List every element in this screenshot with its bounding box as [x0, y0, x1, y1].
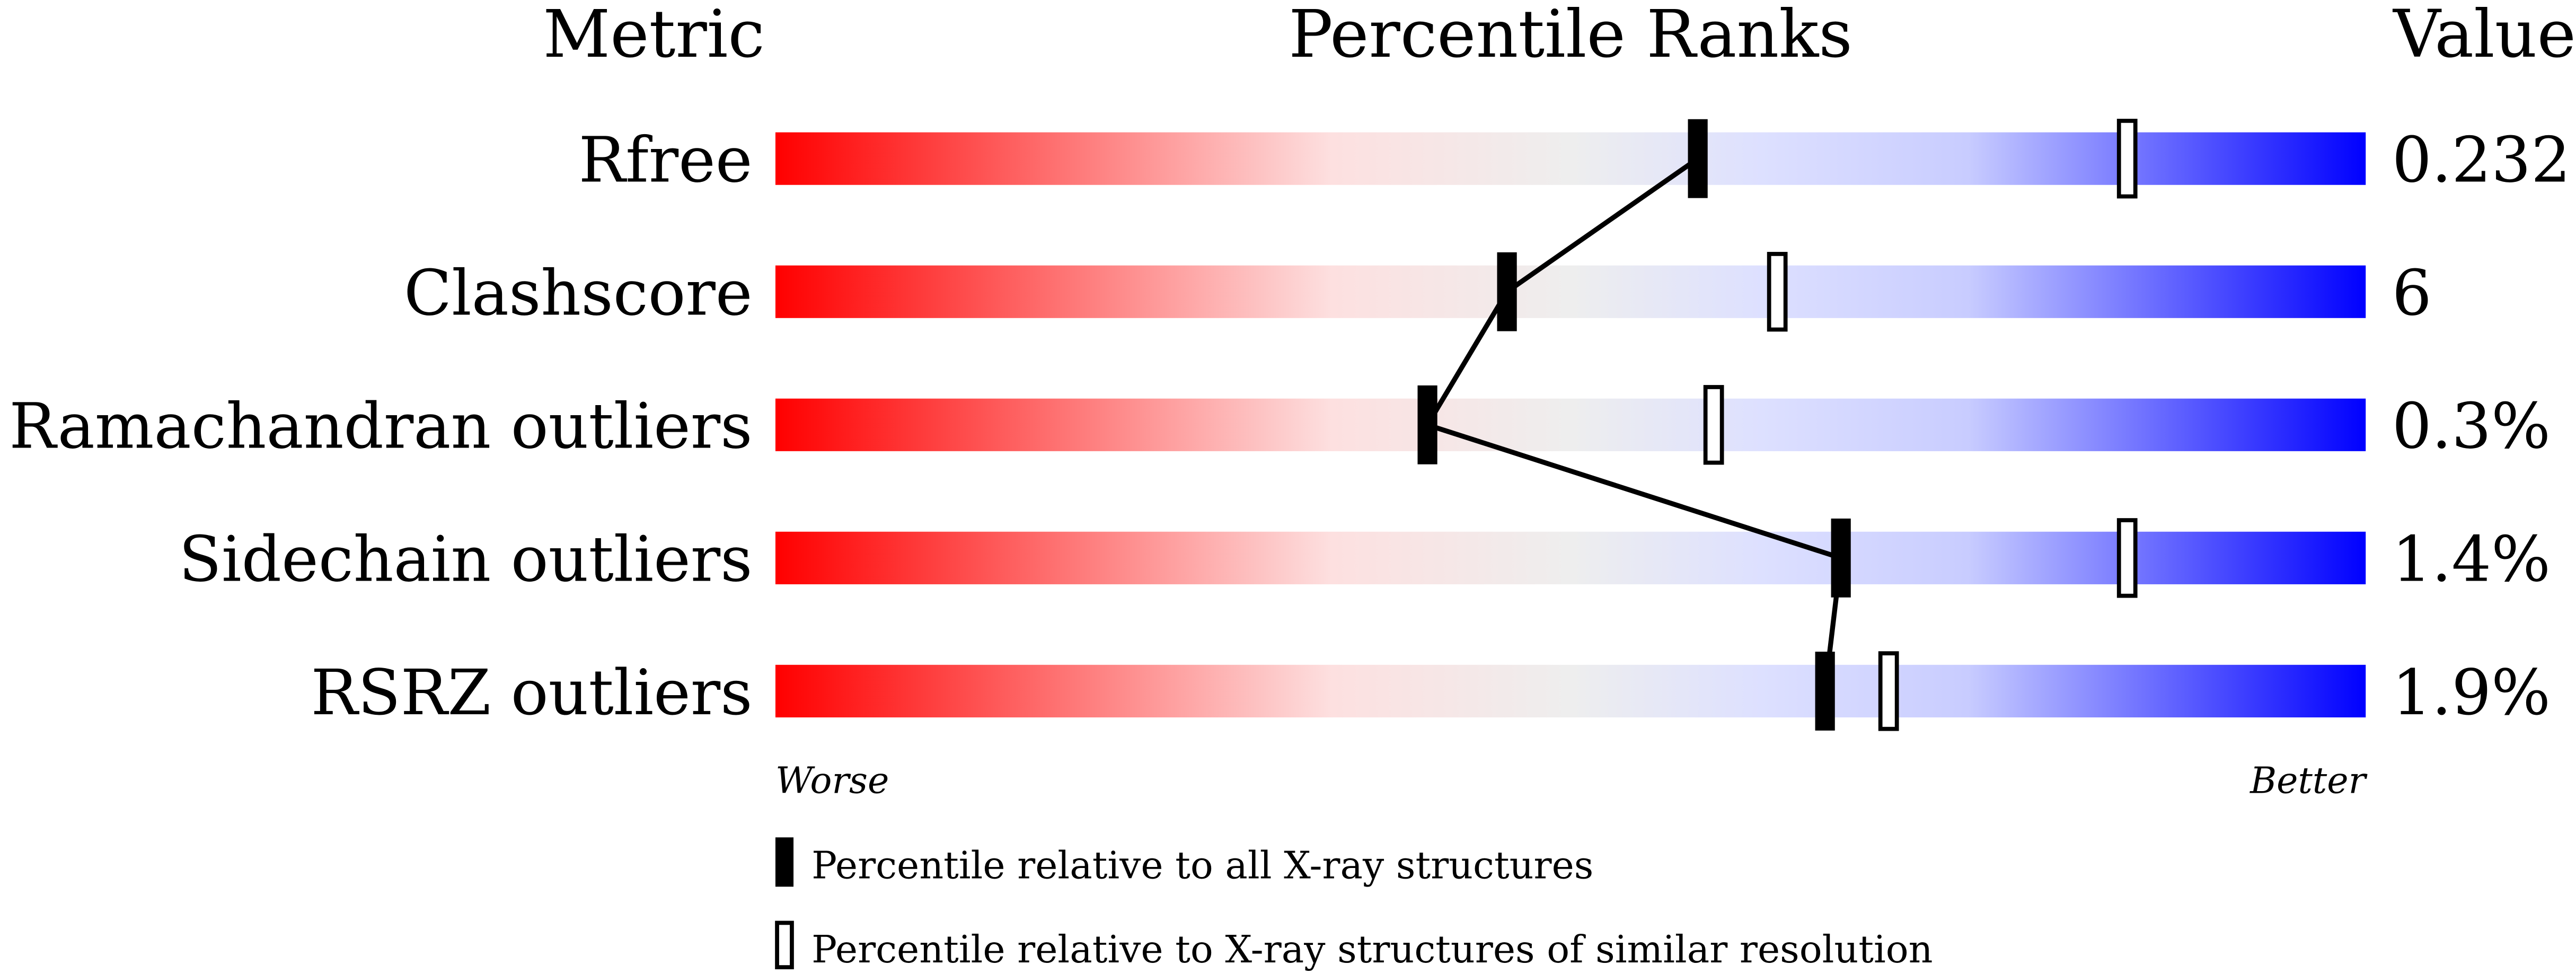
marker-all-structures [1831, 518, 1851, 598]
marker-similar-resolution [1767, 252, 1788, 332]
header-percentile-ranks: Percentile Ranks [1289, 0, 1852, 73]
marker-all-structures [1815, 651, 1835, 731]
legend-label-all: Percentile relative to all X-ray structu… [811, 844, 1593, 888]
axis-label-worse: Worse [775, 760, 889, 802]
connector-line [1505, 156, 1699, 294]
metric-label: Ramachandran outliers [9, 390, 752, 463]
connector-line [1425, 290, 1510, 426]
metric-label: Clashscore [404, 257, 753, 330]
metric-label: RSRZ outliers [311, 656, 752, 729]
metric-value: 1.4% [2392, 523, 2551, 596]
percentile-bar [775, 132, 2366, 185]
percentile-bar [775, 265, 2366, 318]
marker-all-structures [1497, 252, 1517, 331]
marker-similar-resolution [2116, 518, 2138, 598]
marker-all-structures [1688, 119, 1708, 198]
axis-label-better: Better [2249, 760, 2368, 802]
legend-filled-marker [775, 837, 794, 887]
marker-all-structures [1417, 385, 1437, 464]
marker-similar-resolution [2116, 118, 2138, 199]
metric-label: Sidechain outliers [179, 523, 752, 596]
marker-similar-resolution [1878, 651, 1899, 731]
header-value: Value [2392, 0, 2576, 73]
metric-label: Rfree [579, 124, 753, 197]
metric-value: 0.232 [2392, 124, 2571, 197]
header-metric: Metric [543, 0, 764, 73]
connector-line [1426, 422, 1842, 560]
marker-similar-resolution [1703, 385, 1724, 465]
percentile-bar [775, 531, 2366, 584]
percentile-bar [775, 664, 2366, 717]
legend-label-similar: Percentile relative to X-ray structures … [811, 927, 1933, 971]
metric-value: 1.9% [2392, 656, 2551, 729]
percentile-bar [775, 398, 2366, 451]
metric-value: 0.3% [2392, 390, 2551, 463]
legend-open-marker [775, 921, 794, 969]
metric-value: 6 [2392, 257, 2432, 330]
